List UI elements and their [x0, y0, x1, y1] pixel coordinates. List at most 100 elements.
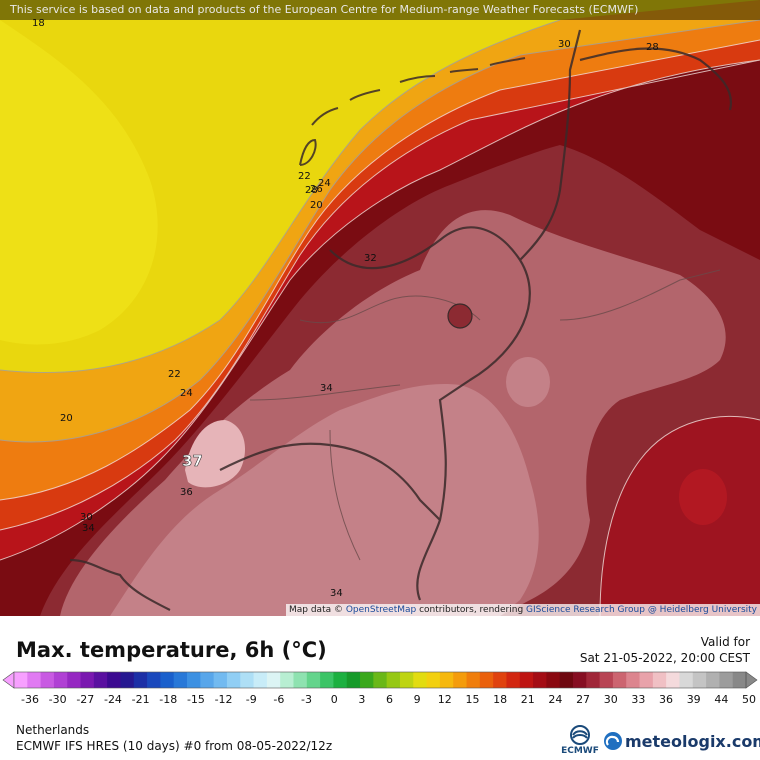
scale-border	[13, 671, 747, 689]
scale-swatch	[546, 672, 561, 688]
scale-swatch	[280, 672, 294, 688]
scale-swatch	[439, 672, 454, 688]
scale-swatch	[599, 672, 614, 688]
meteologix-logo[interactable]: meteologix.com	[604, 730, 760, 752]
scale-tick-label: 24	[548, 693, 562, 706]
country-borders	[69, 29, 733, 611]
scale-swatch	[80, 672, 95, 688]
scale-swatch	[306, 672, 321, 688]
scale-swatch	[27, 672, 42, 688]
scale-tick-label: -18	[159, 693, 177, 706]
ecmwf-disclaimer-banner: This service is based on data and produc…	[0, 0, 760, 20]
scale-swatch	[200, 672, 215, 688]
scale-arrow-right	[745, 671, 758, 689]
scale-tick-label: 36	[659, 693, 673, 706]
scale-swatch	[253, 672, 268, 688]
attribution-middle: contributors, rendering	[416, 605, 527, 615]
scale-swatch	[626, 672, 641, 688]
map-canvas: 18 20 22 24 26 28 30 32 34 36 28 30 22 2…	[0, 0, 760, 616]
contour-label: 24	[180, 388, 193, 399]
scale-swatch	[346, 672, 361, 688]
scale-tick-label: 15	[465, 693, 479, 706]
scale-swatch	[160, 672, 175, 688]
scale-tick-label: -21	[132, 693, 150, 706]
islands	[299, 57, 526, 166]
scale-swatch	[173, 672, 188, 688]
scale-tick-label: 12	[438, 693, 452, 706]
east-red-zone	[600, 416, 760, 616]
scale-swatch	[360, 672, 374, 688]
scale-tick-label: -15	[187, 693, 205, 706]
east-hot-spot	[679, 469, 727, 525]
scale-tick-label: 21	[521, 693, 535, 706]
scale-swatch	[333, 672, 348, 688]
scale-swatch	[187, 672, 201, 688]
scale-swatch	[533, 672, 547, 688]
max-hotspot	[185, 420, 245, 488]
valid-label: Valid for	[700, 635, 750, 649]
ecmwf-logo-text: ECMWF	[561, 746, 599, 756]
contour-label: 20	[310, 200, 323, 211]
contour-label: 34	[330, 588, 343, 599]
scale-swatch	[679, 672, 694, 688]
valid-time: Valid for Sat 21-05-2022, 20:00 CEST	[580, 634, 750, 666]
contour-label: 32	[364, 253, 377, 264]
contour-label: 22	[168, 369, 181, 380]
lake	[447, 303, 473, 329]
max-temperature-label: 37	[182, 452, 203, 470]
scale-swatch	[666, 672, 680, 688]
color-scale-bar: -36 -30 -27 -24 -21 -18 -15 -12 -9 -6 -3 0 3 6 9 12 15 18…	[2, 671, 758, 706]
hotter-core	[110, 384, 539, 616]
valid-datetime: Sat 21-05-2022, 20:00 CEST	[579, 651, 750, 665]
scale-swatch	[652, 672, 667, 688]
giscience-link[interactable]: GIScience Research Group @ Heidelberg Un…	[526, 605, 757, 615]
contour-label: 30	[80, 512, 93, 523]
warm-spot	[506, 357, 550, 407]
meteologix-logo-text: meteologix.com	[625, 731, 760, 751]
scale-swatch	[706, 672, 720, 688]
contour-label: 36	[180, 487, 193, 498]
scale-swatch	[692, 672, 707, 688]
scale-swatch	[399, 672, 414, 688]
map-title: Max. temperature, 6h (°C)	[16, 638, 327, 662]
contour-label: 34	[320, 383, 333, 394]
osm-link[interactable]: OpenStreetMap	[345, 605, 417, 615]
contour-label: 18	[32, 18, 45, 29]
scale-swatch	[93, 672, 108, 688]
scale-tick-label: -27	[76, 693, 94, 706]
scale-swatch	[120, 672, 135, 688]
contour-label: 30	[558, 39, 571, 50]
attribution-prefix: Map data ©	[288, 605, 346, 615]
scale-tick-label: -9	[246, 693, 257, 706]
region-name: Netherlands	[16, 723, 90, 737]
scale-tick-label: 39	[687, 693, 701, 706]
scale-swatch	[559, 672, 574, 688]
scale-swatch	[240, 672, 255, 688]
map-attribution: Map data © OpenStreetMap contributors, r…	[285, 604, 760, 616]
scale-swatch	[386, 672, 401, 688]
contour-label: 20	[60, 413, 73, 424]
scale-swatch	[732, 672, 747, 688]
scale-swatch	[213, 672, 228, 688]
scale-swatch	[612, 672, 627, 688]
scale-swatch	[53, 672, 68, 688]
scale-tick-label: 6	[386, 693, 393, 706]
scale-swatch	[479, 672, 494, 688]
scale-tick-label: -12	[215, 693, 233, 706]
scale-swatch	[320, 672, 334, 688]
contour-label: 26	[310, 184, 323, 195]
scale-tick-label: 44	[714, 693, 728, 706]
scale-tick-label: 3	[358, 693, 365, 706]
contour-label: 34	[82, 523, 95, 534]
scale-swatch	[67, 672, 82, 688]
temperature-map[interactable]: 18 20 22 24 26 28 30 32 34 36 28 30 22 2…	[0, 0, 760, 616]
scale-swatch	[639, 672, 654, 688]
scale-swatch	[14, 672, 28, 688]
scale-swatch	[453, 672, 468, 688]
scale-swatch	[266, 672, 281, 688]
scale-swatch	[226, 672, 241, 688]
contour-labels: 18 20 22 24 26 28 30 32 34 36 28 30 22 2…	[32, 18, 659, 599]
ecmwf-logo: ECMWF	[560, 724, 600, 758]
scale-tick-label: 9	[414, 693, 421, 706]
ecmwf-logo-icon	[570, 725, 590, 745]
